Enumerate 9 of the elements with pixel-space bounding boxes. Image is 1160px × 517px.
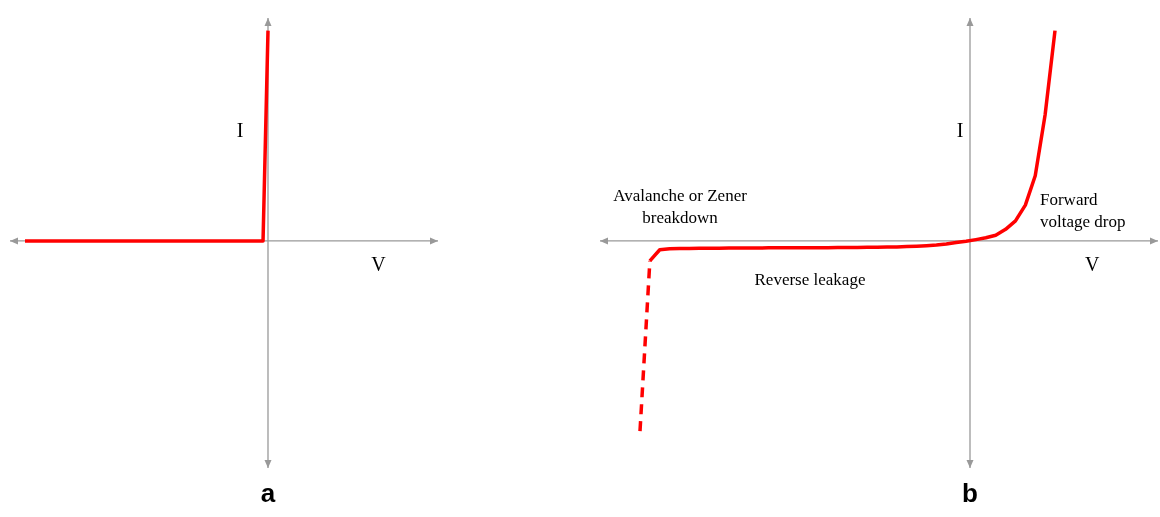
text: b	[962, 478, 978, 508]
y-axis-title: I	[236, 119, 244, 142]
x-axis-title: V	[1084, 252, 1100, 275]
annotation: Reverse leakage	[754, 270, 866, 289]
text: a	[260, 478, 276, 508]
annotation: Forward voltage drop	[1040, 190, 1126, 231]
annotation: Avalanche or Zener breakdown	[613, 186, 748, 227]
y-axis-title: I	[956, 119, 964, 142]
x-axis-title: V	[371, 252, 387, 275]
